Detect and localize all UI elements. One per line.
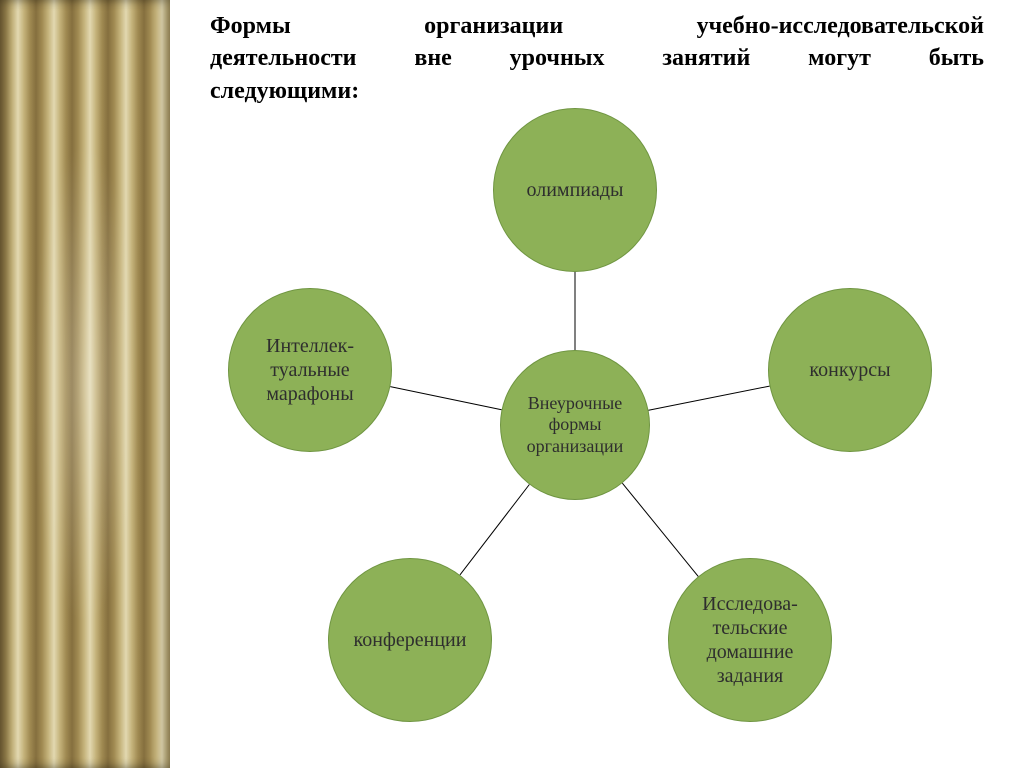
edge-center-bottom_right <box>622 483 698 576</box>
content-area: Формы организации учебно-исследовательск… <box>170 0 1024 768</box>
radial-diagram: Внеурочные формы организации олимпиады Инт… <box>170 0 1024 768</box>
node-label-bottom_left: конференции <box>354 628 467 652</box>
node-center: Внеурочные формы организации <box>500 350 650 500</box>
node-label-right: конкурсы <box>809 358 890 382</box>
node-right: конкурсы <box>768 288 932 452</box>
slide-root: Формы организации учебно-исследовательск… <box>0 0 1024 768</box>
node-label-top: олимпиады <box>527 178 624 202</box>
node-top: олимпиады <box>493 108 657 272</box>
edge-center-bottom_left <box>460 484 529 574</box>
node-label-left: Интеллек- туальные марафоны <box>235 334 385 406</box>
node-left: Интеллек- туальные марафоны <box>228 288 392 452</box>
node-label-center: Внеурочные формы организации <box>507 393 643 458</box>
decorative-side-strip <box>0 0 170 768</box>
node-bottom_right: Исследова- тельские домашние задания <box>668 558 832 722</box>
edge-center-right <box>649 386 770 410</box>
node-bottom_left: конференции <box>328 558 492 722</box>
edge-center-left <box>390 387 501 410</box>
node-label-bottom_right: Исследова- тельские домашние задания <box>675 592 825 688</box>
